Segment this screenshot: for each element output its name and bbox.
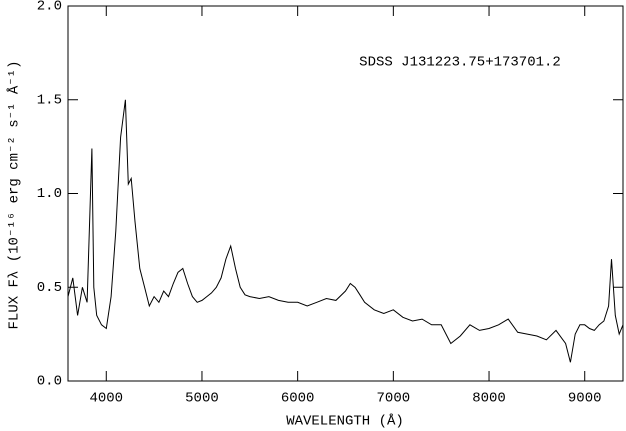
y-tick-label: 0.0 bbox=[37, 374, 62, 390]
x-axis-label: WAVELENGTH (Å) bbox=[286, 413, 404, 430]
x-tick-label: 4000 bbox=[89, 391, 123, 407]
x-tick-label: 5000 bbox=[185, 391, 219, 407]
x-tick-label: 6000 bbox=[281, 391, 315, 407]
y-tick-label: 1.5 bbox=[37, 92, 62, 108]
x-tick-label: 8000 bbox=[472, 391, 506, 407]
x-tick-label: 9000 bbox=[568, 391, 602, 407]
y-tick-label: 0.5 bbox=[37, 280, 62, 296]
y-axis-label: FLUX Fλ (10⁻¹⁶ erg cm⁻² s⁻¹ Å⁻¹) bbox=[6, 61, 23, 330]
annotation: SDSS J131223.75+173701.2 bbox=[359, 55, 561, 71]
x-tick-label: 7000 bbox=[377, 391, 411, 407]
y-tick-label: 1.0 bbox=[37, 186, 62, 202]
spectrum-line bbox=[67, 99, 624, 363]
y-tick-label: 2.0 bbox=[37, 0, 62, 15]
